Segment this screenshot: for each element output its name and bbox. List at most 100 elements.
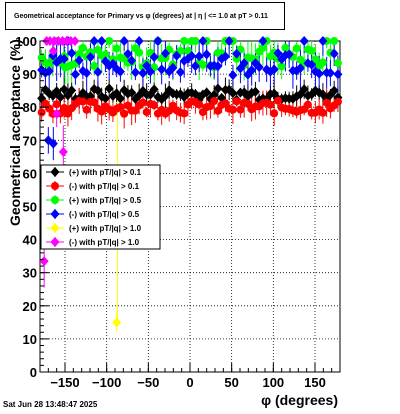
y-tick-label: 0 (30, 365, 37, 380)
point--with-pt-q-0-1 (82, 105, 91, 114)
point--with-pt-q-0-1 (322, 98, 331, 107)
point--with-pt-q-0-1 (119, 85, 129, 96)
point--with-pt-q-0-1 (299, 84, 309, 95)
point--with-pt-q-0-5 (220, 51, 230, 62)
legend-label: (-) with pT/|q| > 1.0 (69, 238, 140, 247)
point--with-pt-q-0-5 (254, 62, 264, 73)
point--with-pt-q-0-5 (153, 36, 163, 46)
point--with-pt-q-0-5 (311, 55, 320, 64)
point--with-pt-q-0-5 (157, 64, 167, 75)
point--with-pt-q-0-1 (90, 98, 99, 107)
point--with-pt-q-0-5 (97, 36, 107, 46)
point--with-pt-q-0-5 (90, 61, 99, 70)
point--with-pt-q-0-1 (150, 101, 159, 110)
point--with-pt-q-0-5 (329, 48, 339, 59)
point--with-pt-q-0-1 (67, 85, 77, 96)
point--with-pt-q-0-5 (213, 61, 223, 72)
x-tick-label: 0 (186, 375, 193, 390)
x-axis-ticks: −150 −100 −50 0 50 100 150 (39, 363, 341, 390)
point--with-pt-q-0-1 (318, 108, 327, 117)
point--with-pt-q-0-5 (138, 68, 148, 79)
point--with-pt-q-0-5 (82, 67, 92, 78)
point--with-pt-q-0-5 (258, 43, 267, 52)
point--with-pt-q-0-1 (138, 98, 147, 107)
point--with-pt-q-0-5 (303, 58, 313, 69)
point--with-pt-q-0-1 (142, 108, 151, 117)
point--with-pt-q-0-5 (318, 36, 328, 46)
point--with-pt-q-0-1 (228, 105, 237, 114)
point--with-pt-q-1-0 (52, 108, 62, 119)
point--with-pt-q-0-5 (70, 69, 80, 80)
x-tick-label: −50 (137, 375, 159, 390)
point--with-pt-q-0-5 (61, 63, 69, 72)
legend-marker (51, 182, 59, 190)
legend: (+) with pT/|q| > 0.1 (-) with pT/|q| > 0… (40, 164, 161, 250)
y-axis-label: Geometrical acceptance (%) (7, 39, 23, 226)
point--with-pt-q-0-5 (239, 58, 249, 69)
point--with-pt-q-0-5 (74, 55, 84, 66)
point--with-pt-q-0-5 (135, 48, 144, 57)
point--with-pt-q-0-1 (250, 86, 260, 97)
x-tick-label: −150 (50, 375, 79, 390)
legend-marker (51, 196, 59, 204)
point--with-pt-q-0-5 (59, 53, 69, 64)
point--with-pt-q-0-5 (180, 37, 189, 45)
point--with-pt-q-1-0 (70, 36, 80, 46)
x-tick-label: 50 (224, 375, 238, 390)
point--with-pt-q-0-5 (277, 62, 286, 71)
x-tick-label: −100 (92, 375, 121, 390)
point--with-pt-q-0-5 (187, 50, 197, 61)
point--with-pt-q-0-5 (224, 36, 234, 46)
point--with-pt-q-0-5 (67, 48, 77, 59)
point--with-pt-q-1-0 (39, 256, 49, 267)
legend-label: (-) with pT/|q| > 0.5 (69, 210, 140, 219)
y-tick-label: 10 (23, 332, 37, 347)
point--with-pt-q-0-1 (270, 109, 279, 118)
y-tick-label: 30 (23, 266, 37, 281)
point--with-pt-q-0-5 (145, 66, 155, 77)
point--with-pt-q-0-5 (175, 67, 185, 78)
point--with-pt-q-0-5 (284, 49, 294, 60)
y-tick-label: 80 (23, 100, 37, 115)
legend-marker (50, 167, 60, 177)
point--with-pt-q-1-0 (112, 317, 122, 328)
point--with-pt-q-0-5 (75, 50, 84, 59)
point--with-pt-q-0-1 (127, 87, 137, 98)
point--with-pt-q-0-5 (269, 64, 279, 75)
point--with-pt-q-0-1 (273, 96, 282, 105)
x-axis-label: φ (degrees) (261, 392, 338, 408)
legend-marker (50, 223, 60, 233)
point--with-pt-q-0-1 (37, 108, 46, 117)
point--with-pt-q-0-1 (329, 85, 339, 96)
point--with-pt-q-0-1 (52, 86, 62, 97)
point--with-pt-q-0-1 (236, 105, 245, 114)
point--with-pt-q-0-1 (232, 97, 241, 106)
point--with-pt-q-0-5 (333, 69, 343, 80)
y-tick-label: 50 (23, 200, 37, 215)
point--with-pt-q-0-5 (307, 59, 317, 70)
point--with-pt-q-0-5 (45, 61, 54, 70)
point--with-pt-q-0-5 (333, 59, 342, 68)
point--with-pt-q-0-1 (213, 106, 222, 115)
point--with-pt-q-0-5 (258, 36, 268, 46)
point--with-pt-q-0-5 (160, 48, 170, 59)
legend-label: (+) with pT/|q| > 0.5 (69, 196, 142, 205)
point--with-pt-q-0-1 (60, 103, 69, 112)
legend-marker (50, 237, 60, 247)
point--with-pt-q-0-5 (198, 36, 208, 46)
point--with-pt-q-0-5 (123, 48, 133, 59)
y-tick-label: 100 (15, 34, 37, 49)
chart-title: Geometrical acceptance for Primary vs φ … (14, 13, 268, 20)
title-box: Geometrical acceptance for Primary vs φ … (5, 2, 285, 30)
y-axis-ticks: 0 10 20 30 40 50 60 70 80 90 100 (15, 34, 49, 380)
point--with-pt-q-0-5 (89, 36, 99, 46)
point--with-pt-q-0-5 (295, 63, 305, 74)
point--with-pt-q-0-5 (314, 68, 324, 79)
point--with-pt-q-0-5 (86, 48, 95, 57)
point--with-pt-q-0-5 (172, 50, 182, 61)
legend-label: (-) with pT/|q| > 0.1 (69, 182, 140, 191)
point--with-pt-q-0-5 (228, 70, 238, 81)
y-tick-label: 90 (23, 67, 37, 82)
point--with-pt-q-0-5 (101, 50, 110, 59)
point--with-pt-q-0-5 (202, 49, 212, 60)
